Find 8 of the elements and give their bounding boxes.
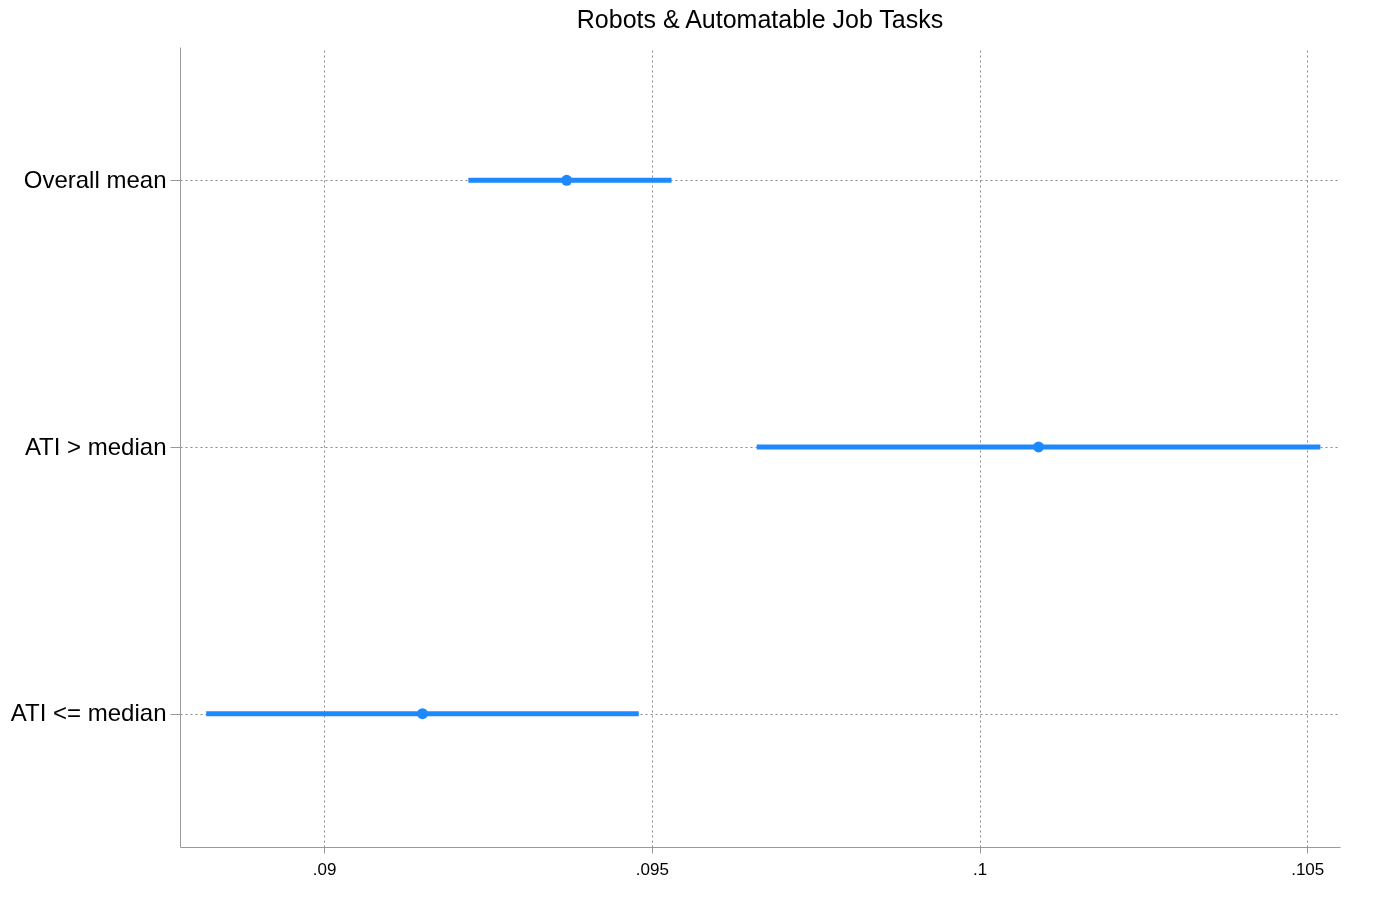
x-tick-label: .1 [972,859,988,879]
x-tick-label: .105 [1291,859,1325,879]
y-tick-label: Overall mean [23,165,167,193]
x-tick-label: .09 [312,859,337,879]
y-tick-label: ATI <= median [10,699,167,727]
chart-title: Robots & Automatable Job Tasks [576,5,944,33]
x-tick-label: .095 [635,859,669,879]
y-tick-label: ATI > median [24,432,167,460]
